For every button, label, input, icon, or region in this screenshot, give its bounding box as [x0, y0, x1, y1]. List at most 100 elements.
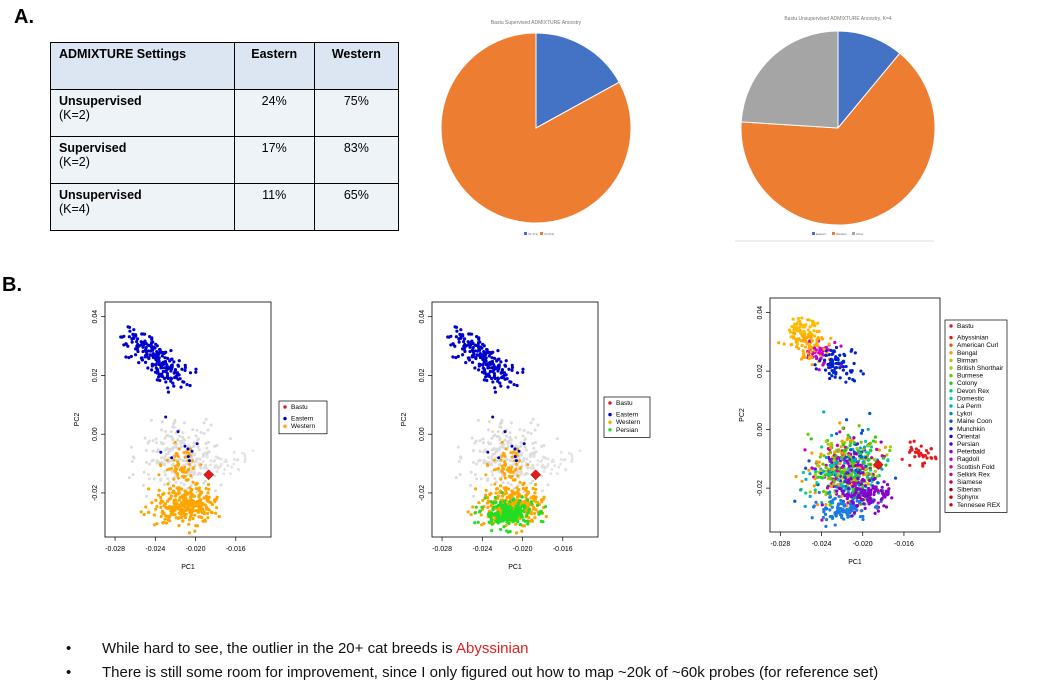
data-point	[481, 441, 485, 445]
data-point	[171, 425, 175, 429]
data-point	[546, 462, 550, 466]
data-point	[800, 479, 804, 483]
data-point	[137, 361, 141, 365]
data-point	[534, 487, 538, 491]
row-setting: Unsupervised (K=4)	[50, 183, 235, 231]
pie1-title: Bastu Supervised ADMIXTURE Ancestry	[490, 20, 582, 26]
data-point	[513, 515, 517, 519]
data-point	[177, 447, 181, 451]
data-point	[171, 489, 176, 493]
x-axis-label: PC1	[848, 559, 862, 566]
data-point	[147, 477, 151, 481]
x-tick-label: -0.016	[553, 546, 573, 553]
data-point	[475, 462, 479, 466]
data-point	[490, 361, 494, 365]
data-point	[475, 349, 480, 353]
y-tick-label: 0.04	[419, 310, 426, 324]
data-point	[515, 383, 519, 388]
data-point	[157, 488, 161, 492]
data-point	[807, 318, 811, 322]
data-point	[496, 369, 500, 373]
data-point	[228, 472, 232, 476]
data-point	[127, 335, 131, 339]
data-point	[867, 478, 872, 483]
data-point	[205, 446, 209, 450]
legend-swatch	[283, 416, 287, 421]
data-point	[154, 441, 158, 445]
data-point	[508, 431, 512, 435]
pie2-title: Bastu Unsupervised ADMIXTURE Ancestry, K…	[784, 16, 892, 22]
data-point	[888, 448, 892, 453]
data-point	[822, 510, 826, 514]
data-point	[183, 444, 187, 448]
y-tick-label: 0.00	[757, 423, 764, 437]
bastu-marker	[203, 469, 214, 481]
y-tick-label: 0.02	[757, 364, 764, 378]
data-point	[490, 470, 494, 474]
data-point	[790, 324, 794, 329]
pie2-legend-label: Western	[836, 232, 847, 236]
data-point	[489, 514, 493, 518]
data-point	[474, 477, 478, 481]
data-point	[822, 454, 826, 458]
data-point	[833, 340, 837, 345]
data-point	[473, 521, 477, 525]
points-group	[119, 325, 255, 535]
legend-label: Eastern	[291, 416, 314, 423]
data-point	[851, 481, 856, 485]
data-point	[177, 491, 182, 495]
data-point	[172, 458, 176, 462]
data-point	[153, 523, 157, 527]
legend-label: La Perm	[957, 403, 982, 410]
legend-label: Bastu	[291, 404, 308, 411]
data-point	[206, 497, 210, 501]
data-point	[842, 360, 846, 364]
data-point	[119, 335, 123, 339]
data-point	[190, 459, 194, 463]
data-point	[514, 531, 519, 535]
data-point	[813, 334, 817, 338]
data-point	[143, 332, 147, 336]
data-point	[803, 324, 807, 328]
y-axis-label: PC2	[74, 413, 81, 427]
legend-label: Bastu	[616, 400, 633, 407]
data-point	[148, 335, 152, 339]
data-point	[824, 518, 829, 522]
data-point	[159, 440, 163, 444]
row-western: 83%	[313, 136, 400, 184]
data-point	[886, 489, 890, 493]
data-point	[213, 489, 217, 493]
data-point	[199, 431, 203, 435]
data-point	[836, 472, 840, 477]
data-point	[486, 495, 490, 500]
data-point	[236, 467, 240, 471]
data-point	[874, 488, 878, 492]
data-point	[457, 460, 461, 464]
data-point	[506, 505, 510, 510]
data-point	[161, 374, 165, 379]
data-point	[474, 505, 478, 509]
data-point	[497, 503, 501, 507]
data-point	[858, 487, 862, 491]
data-point	[789, 335, 793, 339]
data-point	[844, 486, 848, 491]
data-point	[813, 467, 817, 471]
data-point	[159, 478, 163, 482]
data-point	[828, 358, 833, 362]
data-point	[166, 433, 170, 437]
data-point	[494, 487, 499, 491]
data-point	[458, 473, 462, 477]
data-point	[497, 470, 501, 474]
data-point	[473, 511, 477, 515]
data-point	[516, 502, 520, 506]
data-point	[202, 512, 206, 516]
data-point	[881, 492, 885, 496]
data-point	[503, 430, 507, 434]
data-point	[865, 471, 869, 476]
data-point	[813, 363, 817, 367]
legend-label: Lykoi	[957, 411, 972, 418]
data-point	[822, 410, 826, 414]
data-point	[841, 489, 846, 493]
data-point	[550, 468, 554, 471]
data-point	[446, 335, 450, 339]
